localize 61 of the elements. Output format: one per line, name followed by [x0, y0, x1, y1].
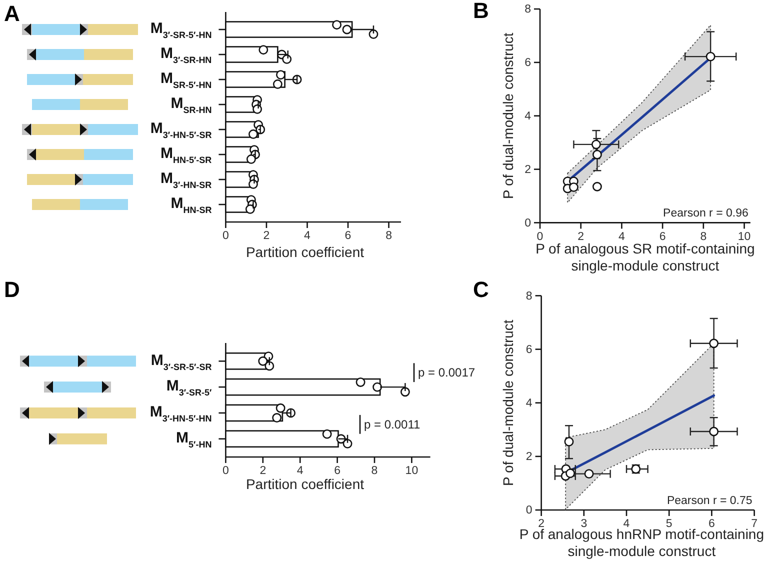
point — [568, 182, 578, 192]
point — [592, 182, 602, 192]
y-tick-label: M$_{SR-HN}$ — [170, 95, 212, 116]
y-axis-title: P of dual-module construct — [500, 320, 516, 486]
y-tick-label: M$_{HN-SR}$ — [170, 195, 212, 216]
y-tick-label: 4 — [526, 398, 533, 410]
x-tick-label: 4 — [296, 465, 304, 478]
y-tick-label: 0 — [524, 217, 531, 230]
annotation: p = 0.0017 — [418, 366, 476, 380]
x-tick-label: 8 — [371, 465, 378, 478]
point — [591, 140, 601, 150]
x-tick-label: 2 — [578, 230, 584, 243]
y-tick-label: M$_{HN-5′-SR}$ — [160, 145, 212, 166]
x-tick-label: 2 — [263, 230, 270, 242]
y-tick-label: M$_{3′-SR-5′-SR}$ — [150, 352, 212, 372]
x-tick-label: 0 — [222, 465, 229, 478]
text: D — [4, 277, 20, 302]
point — [709, 338, 719, 348]
y-tick-label: M$_{3′-SR-5′-HN}$ — [150, 20, 212, 40]
y-tick-label: 2 — [526, 451, 532, 464]
y-tick-label: M$_{3′-HN-5′-SR}$ — [150, 120, 212, 140]
annotation: Pearson r = 0.96 — [663, 208, 748, 220]
point — [709, 426, 719, 436]
x-tick-label: 4 — [304, 230, 312, 242]
chart-title: C — [473, 277, 489, 302]
x-axis-title: Partition coefficient — [246, 476, 364, 492]
y-tick-label: 0 — [526, 504, 532, 517]
x-tick-label: 6 — [334, 465, 341, 478]
y-tick-label: 4 — [524, 110, 532, 123]
x-tick-label: 8 — [386, 230, 392, 242]
x-tick-label: 0 — [222, 230, 229, 242]
x-axis-title: P of analogous SR motif-containing single-module construct — [536, 240, 755, 274]
y-tick-label: M$_{3′-HN-SR}$ — [160, 170, 212, 190]
annotation: p = 0.0011 — [364, 417, 420, 432]
point — [706, 52, 716, 62]
y-tick-label: 6 — [526, 344, 532, 356]
x-tick-label: 0 — [536, 230, 544, 243]
y-tick-label: 8 — [524, 4, 531, 16]
x-tick-label: 10 — [405, 465, 418, 478]
y-tick-label: M$_{3′-SR-5′}$ — [166, 378, 212, 398]
point — [584, 469, 594, 479]
point — [564, 436, 574, 446]
y-axis-title: P of dual-module construct — [500, 32, 516, 199]
x-tick-label: 8 — [700, 230, 707, 243]
y-tick-label: 6 — [524, 57, 531, 70]
y-tick-label: 2 — [524, 164, 531, 176]
y-tick-label: M$_{3′-HN-5′-HN}$ — [150, 404, 212, 424]
y-tick-label: M$_{3′-SR-HN}$ — [160, 45, 212, 66]
x-tick-label: 6 — [659, 230, 666, 243]
x-tick-label: 2 — [260, 465, 266, 478]
annotation: Pearson r = 0.75 — [666, 495, 752, 507]
chart-title: B — [473, 0, 489, 23]
x-axis-title: Partition coefficient — [246, 244, 364, 260]
x-tick-label: 4 — [618, 230, 626, 243]
text: A — [4, 1, 20, 26]
x-tick-label: 6 — [344, 230, 352, 242]
point — [592, 150, 602, 160]
y-tick-label: M$_{SR-5′-HN}$ — [160, 70, 212, 90]
y-tick-label: M$_{5′-HN}$ — [176, 430, 212, 450]
x-tick-label: 10 — [738, 230, 751, 243]
y-tick-label: 8 — [526, 290, 532, 302]
